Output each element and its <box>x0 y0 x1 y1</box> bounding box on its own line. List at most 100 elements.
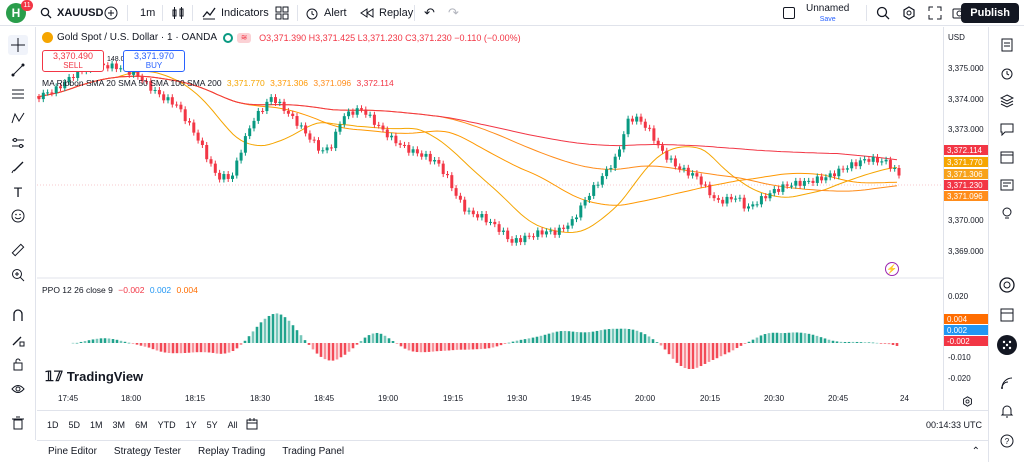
help-button[interactable]: ? <box>997 431 1017 451</box>
object-tree-button[interactable] <box>997 91 1017 111</box>
hide-tool[interactable] <box>8 379 28 399</box>
candle-body <box>669 158 673 160</box>
delay-icon[interactable]: ≋ <box>237 32 252 43</box>
replay-button[interactable]: Replay <box>360 0 413 26</box>
indicators-button[interactable]: Indicators <box>202 0 269 26</box>
chat-button[interactable] <box>997 119 1017 139</box>
candle-body <box>476 214 480 218</box>
candle-body <box>398 143 402 145</box>
ma-ribbon-legend[interactable]: MA Ribbon SMA 20 SMA 50 SMA 100 SMA 200 … <box>42 78 394 88</box>
publish-button[interactable]: Publish <box>961 3 1019 23</box>
sma100-line <box>36 75 898 192</box>
price-label: 3,375.000 <box>948 64 984 73</box>
fullscreen-button[interactable] <box>928 0 942 26</box>
range-all[interactable]: All <box>227 419 238 430</box>
axis-settings-button[interactable] <box>962 394 973 412</box>
tab-replay-trading[interactable]: Replay Trading <box>198 446 266 457</box>
quick-search-button[interactable] <box>876 0 890 26</box>
candle-body <box>764 196 768 199</box>
histogram-bar <box>139 343 143 346</box>
tab-strategy-tester[interactable]: Strategy Tester <box>113 446 181 457</box>
currency-label[interactable]: USD <box>948 33 965 42</box>
crosshair-tool[interactable] <box>8 35 28 55</box>
range-5d[interactable]: 5D <box>68 419 81 430</box>
brush-tool[interactable] <box>8 157 28 177</box>
text-tool[interactable]: T <box>8 182 28 202</box>
fib-tool[interactable] <box>8 84 28 104</box>
candle-body <box>514 238 518 243</box>
symbol-title: Gold Spot / U.S. Dollar · 1 · OANDA <box>57 32 218 43</box>
notifications-button[interactable] <box>997 401 1017 421</box>
range-ytd[interactable]: YTD <box>157 419 176 430</box>
forecast-tool[interactable] <box>8 133 28 153</box>
histogram-bar <box>523 339 527 343</box>
histogram-bar <box>155 343 159 351</box>
histogram-bar <box>107 338 111 343</box>
time-label: 20:45 <box>828 394 849 403</box>
symbol-search[interactable]: XAUUSD <box>40 0 103 26</box>
stay-in-drawing-tool[interactable] <box>8 330 28 350</box>
watchlist-button[interactable] <box>997 35 1017 55</box>
candle-body <box>880 161 884 163</box>
pattern-icon <box>11 112 25 124</box>
time-axis[interactable]: 17:45 18:00 18:15 18:30 18:45 19:00 19:1… <box>37 392 943 408</box>
calendar-button[interactable] <box>246 417 258 432</box>
templates-button[interactable] <box>275 0 289 26</box>
price-axis[interactable]: USD 3,375.000 3,374.000 3,373.000 3,370.… <box>943 27 989 410</box>
lightning-icon[interactable]: ⚡ <box>885 262 899 276</box>
apps-button[interactable] <box>997 335 1017 355</box>
news-button[interactable] <box>997 175 1017 195</box>
market-status-icon[interactable] <box>223 32 234 43</box>
ppo-legend[interactable]: PPO 12 26 close 9 −0.002 0.002 0.004 <box>42 285 198 295</box>
chart-pane[interactable]: Gold Spot / U.S. Dollar · 1 · OANDA ≋ O3… <box>37 27 943 410</box>
lock-tool[interactable] <box>8 354 28 374</box>
compare-button[interactable] <box>104 0 118 26</box>
alert-button[interactable]: Alert <box>305 0 347 26</box>
settings-button[interactable] <box>902 0 916 26</box>
collapse-panel-icon[interactable]: ⌃ <box>971 446 980 457</box>
layout-checkbox[interactable] <box>783 0 795 26</box>
histogram-bar <box>699 343 703 367</box>
remove-tool[interactable] <box>8 413 28 433</box>
candle-body <box>71 76 75 78</box>
candle-body <box>188 121 191 123</box>
histogram-bar <box>343 343 347 355</box>
streams-button[interactable] <box>997 373 1017 393</box>
ideas-button[interactable] <box>997 203 1017 223</box>
range-3m[interactable]: 3M <box>112 419 126 430</box>
alerts-button[interactable] <box>997 63 1017 83</box>
calendar-button[interactable] <box>997 147 1017 167</box>
tab-trading-panel[interactable]: Trading Panel <box>282 446 345 457</box>
data-window-button[interactable] <box>997 305 1017 325</box>
candle-body <box>648 127 652 129</box>
ruler-tool[interactable] <box>8 240 28 260</box>
buy-button[interactable]: 3,371.970 BUY <box>123 50 185 72</box>
magnet-tool[interactable] <box>8 305 28 325</box>
range-1y[interactable]: 1Y <box>185 419 197 430</box>
pattern-tool[interactable] <box>8 108 28 128</box>
histogram-tag: -0.002 <box>944 336 989 346</box>
time-label: 19:00 <box>378 394 399 403</box>
histogram-bar <box>347 343 351 352</box>
chart-type-button[interactable] <box>171 0 185 26</box>
range-1d[interactable]: 1D <box>47 419 59 430</box>
dom-button[interactable] <box>997 275 1017 295</box>
range-1m[interactable]: 1M <box>90 419 103 430</box>
redo-button[interactable]: ↷ <box>448 0 459 26</box>
layout-name-button[interactable]: Unnamed Save <box>806 3 849 25</box>
histogram-bar <box>603 329 607 343</box>
clock-button[interactable]: 00:14:33 UTC <box>925 419 982 430</box>
undo-button[interactable]: ↶ <box>424 0 435 26</box>
sell-button[interactable]: 3,370.490 SELL <box>42 50 104 72</box>
range-5y[interactable]: 5Y <box>206 419 218 430</box>
range-6m[interactable]: 6M <box>135 419 148 430</box>
alert-label: Alert <box>324 7 347 19</box>
chart-canvas[interactable] <box>37 27 943 410</box>
interval-button[interactable]: 1m <box>140 7 156 19</box>
time-label: 18:45 <box>314 394 335 403</box>
emoji-tool[interactable] <box>8 206 28 226</box>
trendline-tool[interactable] <box>8 60 28 80</box>
histogram-bar <box>115 339 119 343</box>
zoom-tool[interactable] <box>8 265 28 285</box>
tab-pine-editor[interactable]: Pine Editor <box>48 446 97 457</box>
